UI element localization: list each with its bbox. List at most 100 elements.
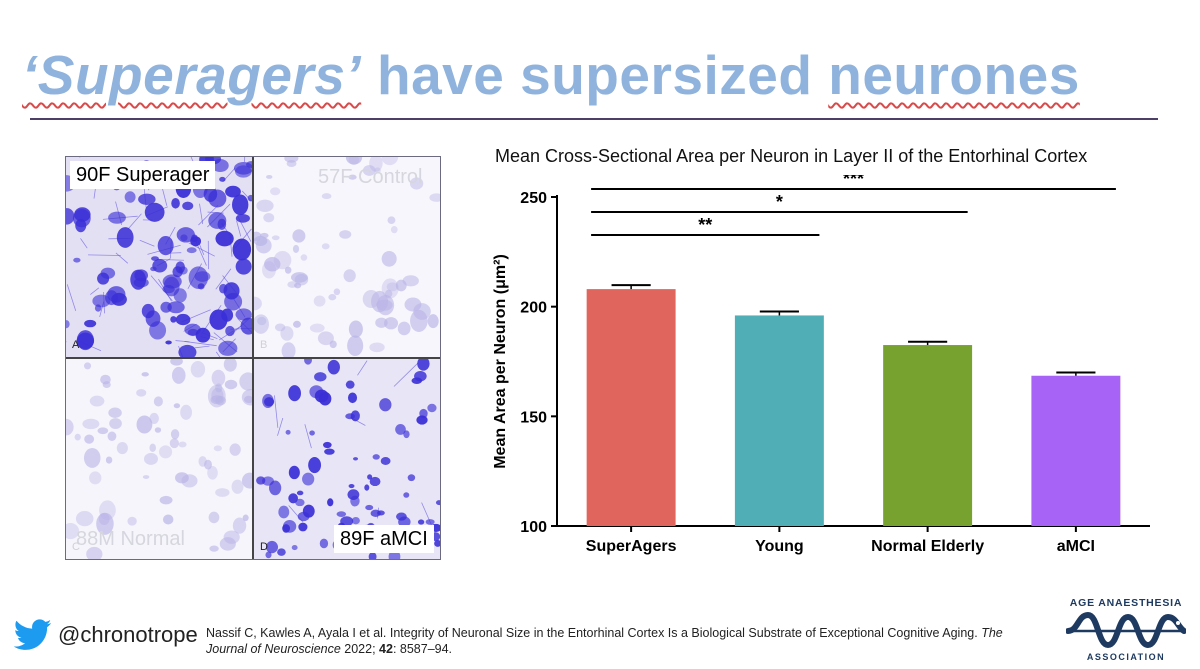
stained-neuron	[149, 321, 167, 340]
stained-neuron	[302, 472, 315, 486]
stained-neuron	[294, 274, 309, 286]
stained-neuron	[351, 516, 360, 525]
stained-neuron	[368, 551, 377, 559]
stained-neuron	[215, 488, 230, 497]
stained-neuron	[241, 389, 252, 406]
stained-neuron	[427, 403, 437, 413]
micrograph-panel-normal: 88M Normal C	[66, 359, 252, 559]
stained-neuron	[229, 443, 241, 456]
stained-neuron	[254, 296, 262, 311]
micrograph-grid: 90F Superager A 57F Control B 88M Normal…	[65, 156, 441, 560]
stained-neuron	[207, 466, 218, 480]
stained-neuron	[260, 232, 269, 239]
stained-neuron	[417, 519, 425, 525]
stained-neuron	[323, 441, 332, 449]
panel-label-control: 57F Control	[318, 166, 423, 188]
stained-neuron	[175, 313, 191, 326]
stained-neuron	[109, 418, 122, 429]
stained-neuron	[285, 429, 291, 435]
stained-neuron	[235, 165, 252, 178]
stained-neuron	[82, 418, 100, 430]
stained-neuron	[225, 325, 235, 337]
stained-neuron	[96, 512, 114, 535]
stained-neuron	[402, 275, 419, 287]
stained-neuron	[108, 407, 122, 418]
stained-neuron	[152, 259, 168, 273]
panel-letter-d: D	[260, 541, 268, 553]
logo-text-top: AGE ANAESTHESIA	[1069, 597, 1183, 609]
stained-neuron	[107, 431, 117, 442]
micrograph-image-c	[66, 359, 252, 559]
stained-neuron	[425, 519, 435, 525]
stained-neuron	[154, 427, 162, 433]
stained-neuron	[159, 445, 173, 459]
stained-neuron	[339, 230, 352, 239]
panel-label-normal: 88M Normal	[76, 528, 185, 550]
stained-neuron	[367, 474, 373, 480]
stained-neuron	[364, 484, 370, 491]
stained-neuron	[116, 227, 134, 248]
stained-neuron	[89, 395, 105, 407]
stained-neuron	[294, 282, 302, 289]
stained-neuron	[298, 522, 308, 532]
panel-label-amci: 89F aMCI	[334, 525, 434, 553]
stained-neuron	[66, 418, 74, 436]
stained-neuron	[215, 230, 234, 247]
stained-neuron	[84, 319, 97, 328]
stained-neuron	[266, 174, 273, 179]
stained-neuron	[157, 235, 174, 256]
stained-neuron	[153, 396, 163, 407]
stained-neuron	[293, 320, 301, 328]
snake-wave-icon	[1066, 611, 1186, 649]
chart-title: Mean Cross-Sectional Area per Neuron in …	[495, 146, 1088, 166]
stained-neuron	[434, 540, 440, 547]
stained-neuron	[74, 207, 91, 222]
stained-neuron	[225, 185, 241, 198]
citation-authors-title: Nassif C, Kawles A, Ayala I et al. Integ…	[206, 626, 982, 640]
stained-neuron	[232, 194, 249, 216]
neurite-fibre	[304, 424, 312, 449]
stained-neuron	[345, 157, 363, 165]
stained-neuron	[309, 323, 325, 333]
stained-neuron	[178, 266, 188, 275]
stained-neuron	[397, 321, 411, 336]
stained-neuron	[83, 448, 101, 468]
stained-neuron	[321, 193, 332, 200]
stained-neuron	[136, 415, 153, 434]
stained-neuron	[309, 430, 315, 436]
neurite-fibre	[198, 205, 219, 226]
stained-neuron	[345, 380, 355, 389]
neurite-fibre	[139, 239, 155, 247]
stained-neuron	[134, 269, 149, 282]
stained-neuron	[94, 304, 102, 312]
stained-neuron	[241, 472, 252, 489]
stained-neuron	[270, 187, 281, 196]
neurite-fibre	[215, 351, 221, 357]
stained-neuron	[403, 492, 410, 498]
neurite-fibre	[274, 395, 279, 428]
stained-neuron	[329, 340, 337, 349]
stained-neuron	[380, 457, 391, 465]
stained-neuron	[372, 454, 380, 460]
stained-neuron	[269, 480, 282, 496]
x-tick-label: Young	[755, 538, 804, 555]
stained-neuron	[321, 243, 330, 250]
stained-neuron	[97, 427, 109, 435]
micrograph-panel-superager: 90F Superager A	[66, 157, 252, 357]
neurite-fibre	[236, 220, 242, 237]
stained-neuron	[84, 434, 95, 444]
stained-neuron	[171, 366, 186, 384]
stained-neuron	[170, 316, 177, 323]
bar-amci	[1031, 375, 1121, 526]
stained-neuron	[417, 359, 430, 371]
stained-neuron	[136, 389, 147, 397]
stained-neuron	[369, 476, 381, 487]
stained-neuron	[369, 342, 385, 353]
stained-neuron	[396, 512, 407, 521]
stained-neuron	[239, 372, 252, 391]
neurite-fibre	[80, 238, 88, 249]
stained-neuron	[167, 301, 185, 314]
stained-neuron	[242, 514, 249, 522]
micrograph-image-a	[66, 157, 252, 357]
stained-neuron	[159, 495, 173, 505]
